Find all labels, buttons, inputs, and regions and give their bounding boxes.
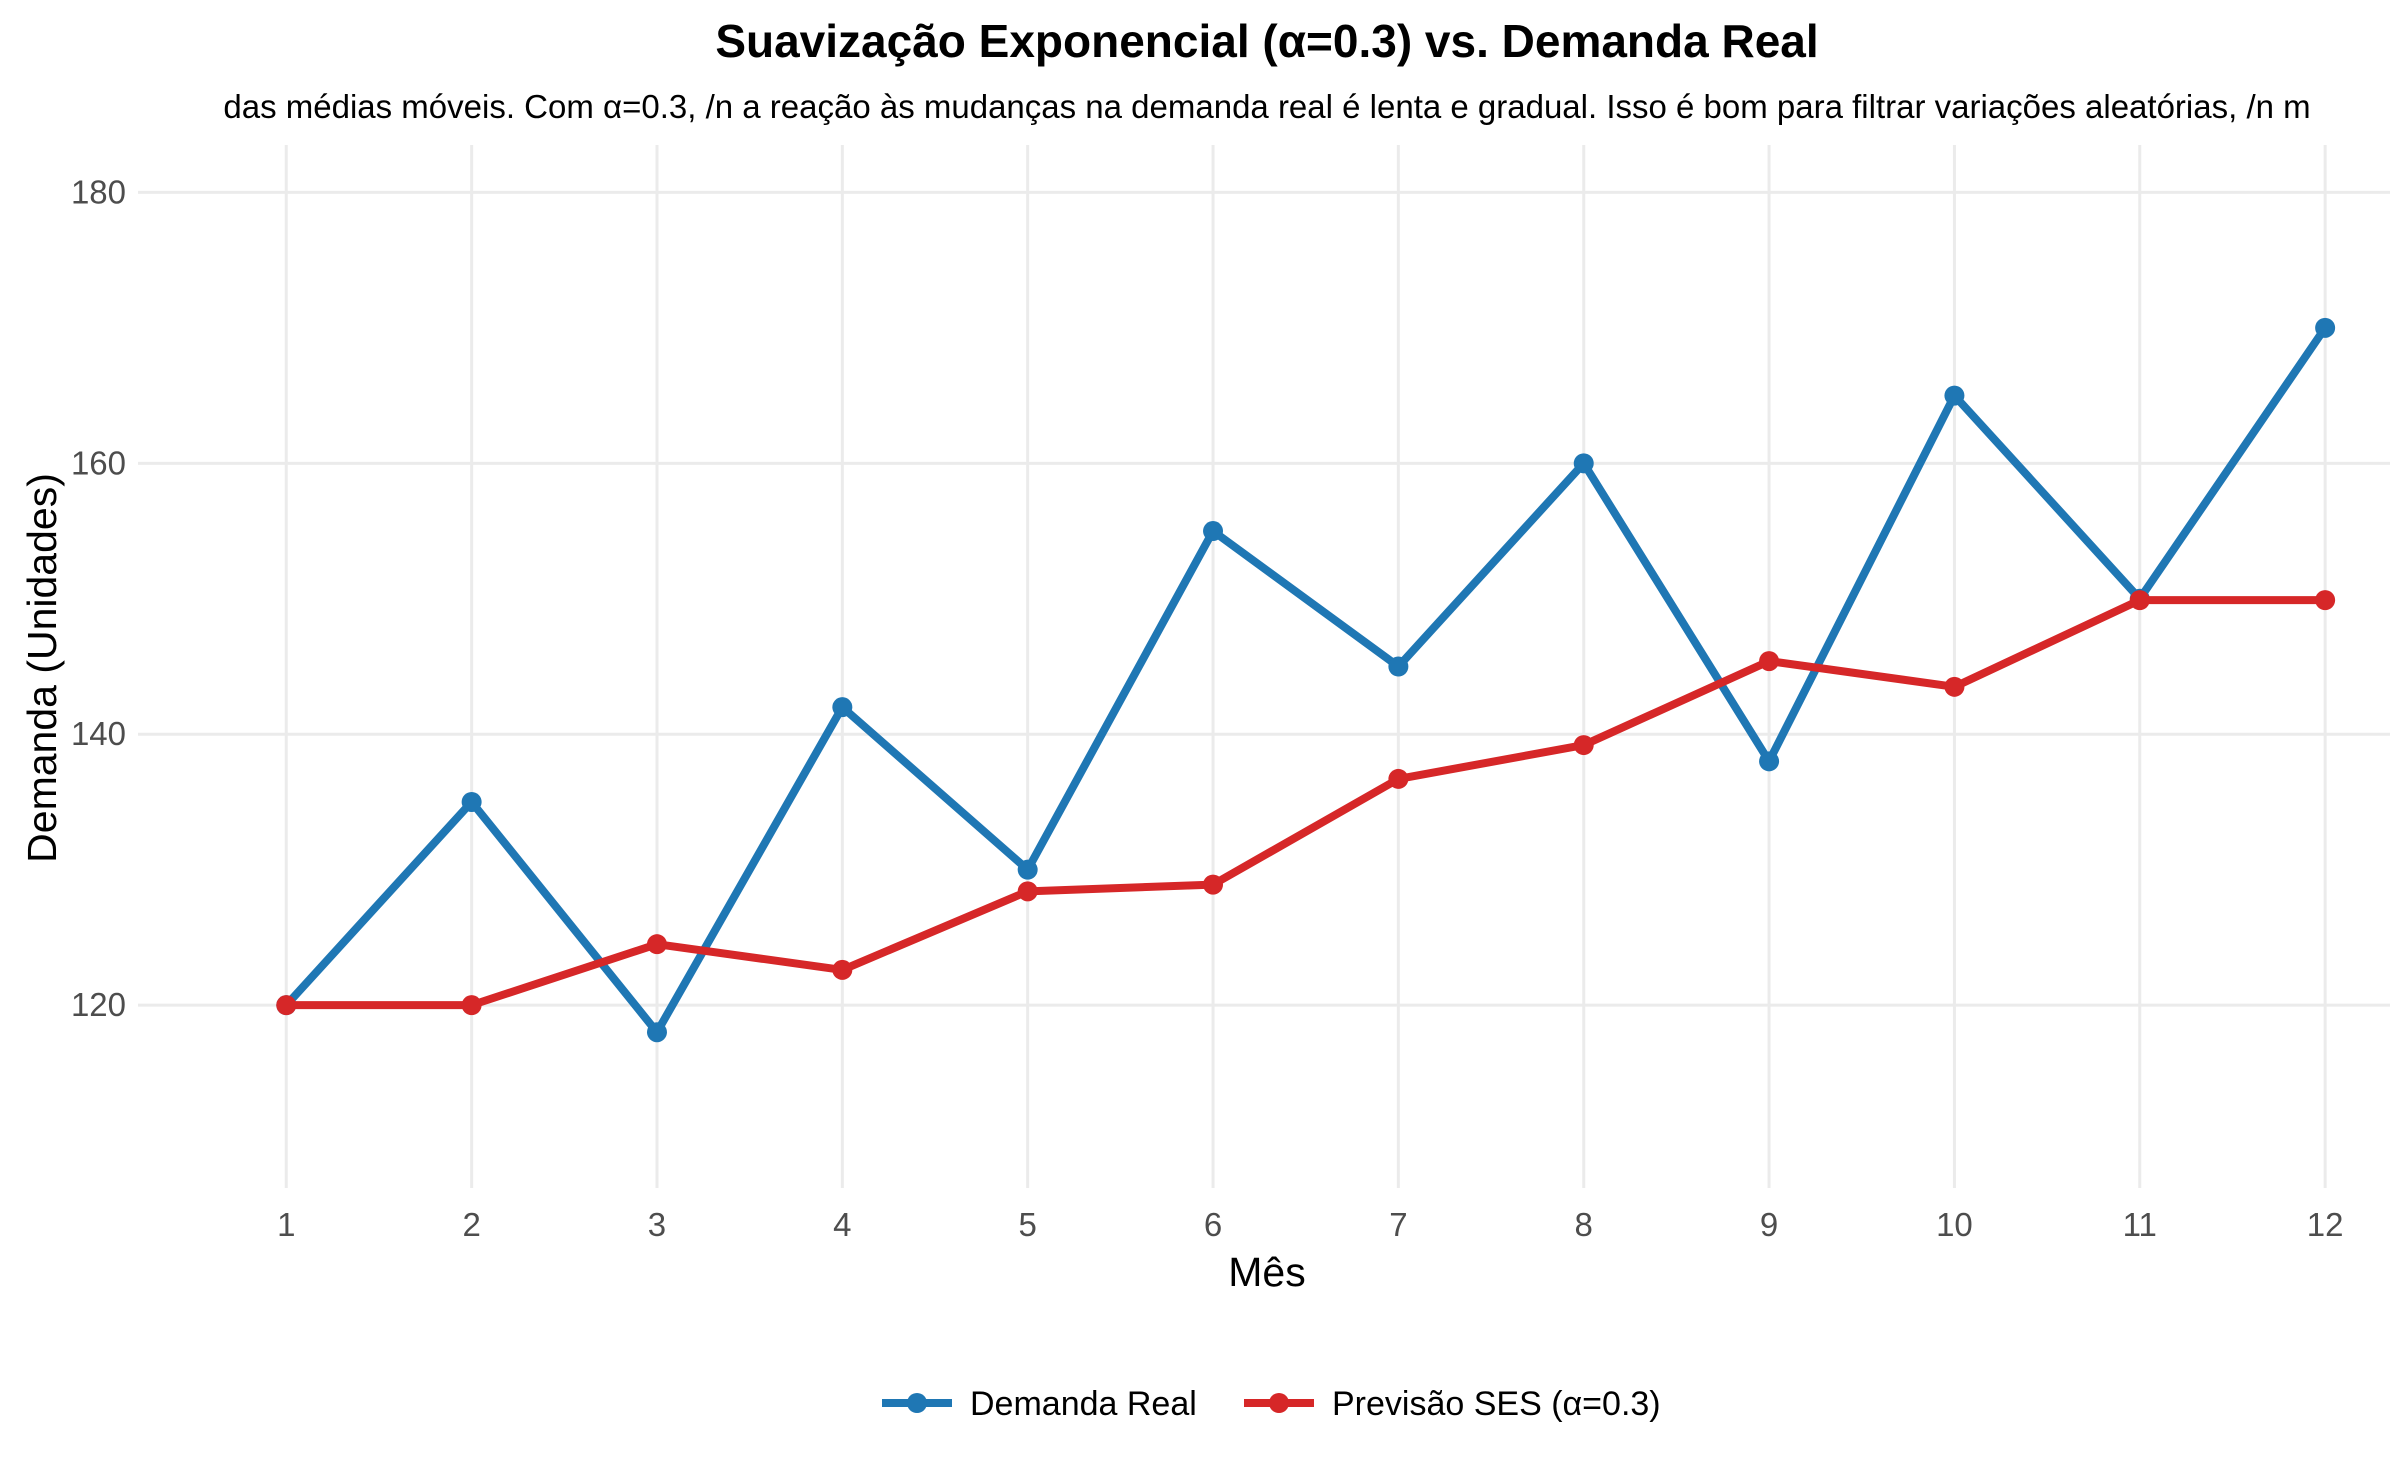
data-point xyxy=(1017,859,1038,880)
series-layer xyxy=(276,317,2336,1043)
x-tick-label: 7 xyxy=(1389,1206,1407,1243)
y-tick-label: 120 xyxy=(71,986,126,1023)
legend: Demanda Real Previsão SES (α=0.3) xyxy=(882,1385,1661,1423)
x-axis-label: Mês xyxy=(1228,1249,1305,1295)
y-tick-label: 180 xyxy=(71,173,126,210)
legend-label: Previsão SES (α=0.3) xyxy=(1332,1385,1661,1423)
data-point xyxy=(1759,651,1780,672)
data-point xyxy=(1944,385,1965,406)
data-point xyxy=(461,791,482,812)
series-1 xyxy=(276,317,2336,1043)
x-tick-label: 12 xyxy=(2307,1206,2344,1243)
x-tick-label: 3 xyxy=(648,1206,666,1243)
y-tick-label: 140 xyxy=(71,715,126,752)
legend-key-point xyxy=(907,1393,927,1413)
data-point xyxy=(1017,881,1038,902)
x-tick-label: 4 xyxy=(833,1206,851,1243)
x-tick-label: 11 xyxy=(2123,1206,2157,1243)
x-tick-label: 2 xyxy=(462,1206,480,1243)
data-point xyxy=(646,934,667,955)
y-tick-label: 160 xyxy=(71,444,126,481)
legend-item: Previsão SES (α=0.3) xyxy=(1244,1385,1661,1423)
series-line xyxy=(286,596,2326,1010)
data-point xyxy=(646,1022,667,1043)
series-2 xyxy=(276,590,2336,1016)
x-tick-label: 8 xyxy=(1575,1206,1593,1243)
legend-label: Demanda Real xyxy=(970,1385,1197,1423)
data-point xyxy=(1573,735,1594,756)
data-point xyxy=(2129,590,2150,611)
x-tick-label: 10 xyxy=(1936,1206,1973,1243)
legend-item: Demanda Real xyxy=(882,1385,1197,1423)
x-tick-label: 1 xyxy=(277,1206,295,1243)
data-point xyxy=(1759,751,1780,772)
series-line xyxy=(283,325,2329,1037)
x-tick-label: 9 xyxy=(1760,1206,1778,1243)
legend-key-point xyxy=(1269,1393,1289,1413)
data-point xyxy=(1203,521,1224,542)
x-tick-label: 5 xyxy=(1018,1206,1036,1243)
chart-title: Suavização Exponencial (α=0.3) vs. Deman… xyxy=(715,15,1818,67)
data-point xyxy=(1573,453,1594,474)
data-point xyxy=(832,697,853,718)
x-tick-label: 6 xyxy=(1204,1206,1222,1243)
data-point xyxy=(276,995,297,1016)
y-axis-label: Demanda (Unidades) xyxy=(19,473,65,863)
grid-lines xyxy=(138,145,2390,1188)
data-point xyxy=(832,959,853,980)
chart-subtitle: das médias móveis. Com α=0.3, /n a reaçã… xyxy=(223,88,2310,125)
data-point xyxy=(2315,317,2336,338)
data-point xyxy=(1388,656,1409,677)
data-point xyxy=(461,995,482,1016)
data-point xyxy=(1388,768,1409,789)
data-point xyxy=(2315,590,2336,611)
data-point xyxy=(1944,676,1965,697)
data-point xyxy=(1203,874,1224,895)
